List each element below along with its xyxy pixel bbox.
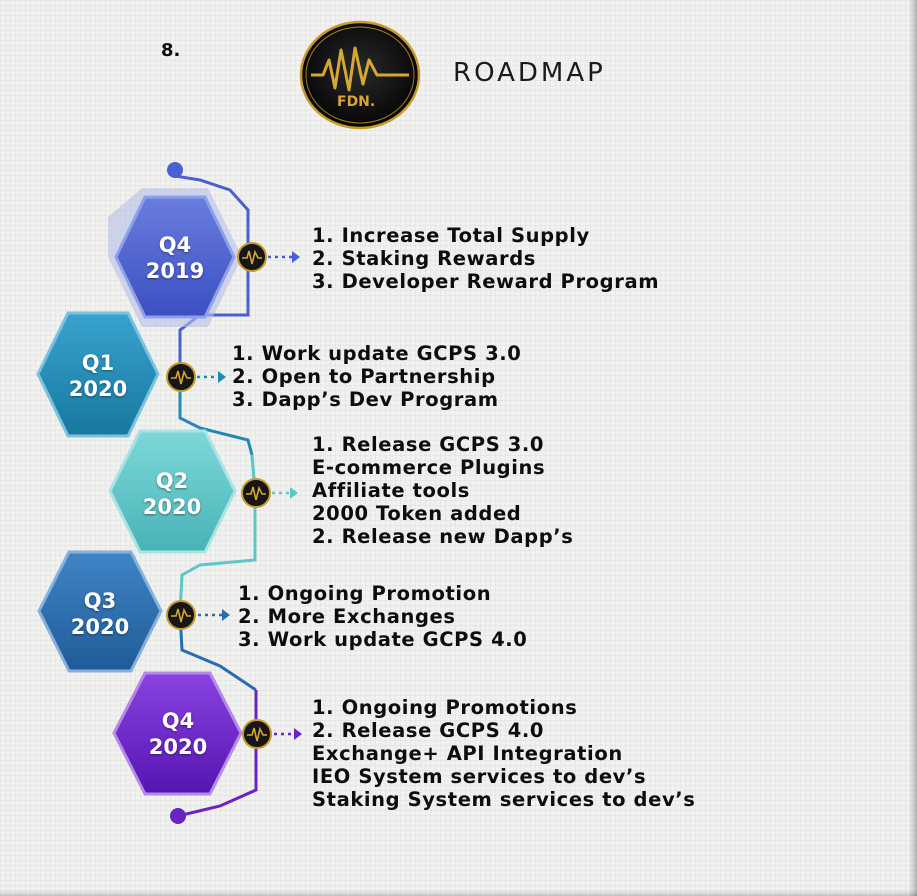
list-item: E-commerce Plugins [312, 456, 546, 479]
items-q1-2020: 1. Work update GCPS 3.0 2. Open to Partn… [232, 342, 521, 411]
list-item: 2. Release new Dapp’s [312, 525, 574, 548]
list-item: Affiliate tools [312, 479, 471, 502]
quarter-label: Q1 [81, 351, 115, 375]
year-label: 2020 [142, 495, 202, 519]
list-item: 3. Developer Reward Program [312, 270, 660, 293]
logo-text-bottom: FDN. [337, 94, 375, 110]
hexagon-q3-2020 [37, 550, 163, 673]
slide-number: 8. [161, 40, 181, 61]
items-q4-2019: 1. Increase Total Supply 2. Staking Rewa… [312, 224, 659, 293]
quarter-label: Q2 [155, 469, 189, 493]
list-item: Exchange+ API Integration [312, 742, 623, 765]
list-item: 2. Staking Rewards [312, 247, 536, 270]
page-title: ROADMAP [453, 58, 606, 88]
node-icon-q1-2020 [166, 362, 196, 392]
list-item: 1. Ongoing Promotions [312, 696, 578, 719]
hexagon-q4-2020 [112, 671, 243, 796]
list-item: 2. More Exchanges [238, 605, 456, 628]
page-edge-shadow [909, 0, 917, 896]
node-icon-q4-2019 [237, 242, 267, 272]
node-icon-q2-2020 [241, 478, 271, 508]
hexagon-q4-2019 [108, 188, 242, 327]
list-item: 1. Ongoing Promotion [238, 582, 492, 605]
arrow-head-q2-2020 [290, 487, 298, 499]
list-item: 2. Open to Partnership [232, 365, 496, 388]
list-item: 2. Release GCPS 4.0 [312, 719, 545, 742]
hex-label-q3-2020: Q3 2020 [35, 588, 165, 640]
arrow-head-q3-2020 [222, 609, 230, 621]
quarter-label: Q3 [83, 589, 117, 613]
year-label: 2019 [145, 259, 205, 283]
connector-q3-2020 [178, 612, 257, 692]
list-item: IEO System services to dev’s [312, 765, 647, 788]
timeline-end-dot [170, 808, 186, 824]
year-label: 2020 [148, 735, 208, 759]
hex-label-q4-2020: Q4 2020 [113, 708, 243, 760]
arrow-head-q1-2020 [218, 371, 226, 383]
node-icon-q3-2020 [166, 600, 196, 630]
list-item: 1. Work update GCPS 3.0 [232, 342, 522, 365]
hex-label-q1-2020: Q1 2020 [33, 350, 163, 402]
list-item: 2000 Token added [312, 502, 522, 525]
list-item: 3. Work update GCPS 4.0 [238, 628, 528, 651]
hexagon-q1-2020 [36, 311, 160, 438]
year-label: 2020 [68, 377, 128, 401]
hex-label-q2-2020: Q2 2020 [107, 468, 237, 520]
items-q4-2020: 1. Ongoing Promotions 2. Release GCPS 4.… [312, 696, 695, 811]
hexagon-q2-2020 [108, 429, 237, 554]
quarter-label: Q4 [158, 233, 192, 257]
items-q2-2020: 1. Release GCPS 3.0 E-commerce Plugins A… [312, 433, 573, 548]
list-item: 1. Increase Total Supply [312, 224, 590, 247]
arrow-head-q4-2019 [292, 251, 300, 263]
list-item: 3. Dapp’s Dev Program [232, 388, 499, 411]
emr-fdn-logo: FDN. EMR [299, 20, 421, 130]
page-bottom-shadow [0, 890, 917, 896]
node-icon-q4-2020 [242, 719, 272, 749]
hex-label-q4-2019: Q4 2019 [110, 232, 240, 284]
arrow-head-q4-2020 [294, 728, 302, 740]
year-label: 2020 [70, 615, 130, 639]
list-item: 1. Release GCPS 3.0 [312, 433, 545, 456]
items-q3-2020: 1. Ongoing Promotion 2. More Exchanges 3… [238, 582, 527, 651]
connector-q1-2020 [178, 372, 254, 456]
quarter-label: Q4 [161, 709, 195, 733]
connector-q4-2020 [177, 690, 258, 818]
list-item: Staking System services to dev’s [312, 788, 696, 811]
